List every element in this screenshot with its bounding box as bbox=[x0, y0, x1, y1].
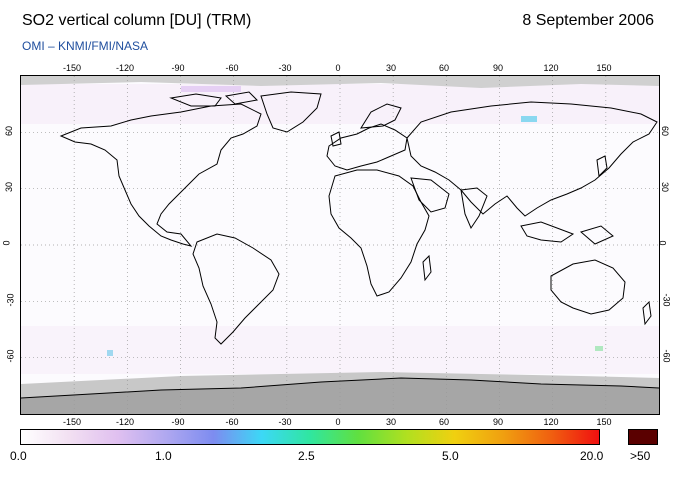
uk-outline bbox=[330, 131, 342, 147]
lat-tick-right: 60 bbox=[660, 125, 671, 137]
lon-tick-top: 120 bbox=[543, 63, 559, 73]
madagascar-outline bbox=[422, 254, 432, 282]
southeast-asia-islands-outline bbox=[520, 221, 614, 245]
lon-tick-top: -60 bbox=[225, 63, 239, 73]
so2-speck bbox=[107, 350, 113, 356]
lat-tick-left: -60 bbox=[5, 349, 16, 363]
lon-tick-bottom: 90 bbox=[492, 417, 504, 427]
lat-tick-right: 30 bbox=[660, 181, 671, 193]
map-title: SO2 vertical column [DU] (TRM) bbox=[22, 12, 252, 29]
lon-tick-top: 0 bbox=[335, 63, 341, 73]
lat-tick-right: -30 bbox=[661, 293, 672, 307]
lon-tick-bottom: -90 bbox=[171, 417, 185, 427]
lat-tick-left: -30 bbox=[5, 293, 16, 307]
lon-tick-top: -90 bbox=[171, 63, 185, 73]
lat-tick-left: 60 bbox=[4, 125, 15, 137]
lon-tick-top: 150 bbox=[596, 63, 612, 73]
so2-speck bbox=[521, 116, 537, 122]
world-map bbox=[20, 75, 660, 415]
new-zealand-outline bbox=[642, 300, 652, 326]
india-outline bbox=[460, 187, 488, 230]
europe-outline bbox=[326, 123, 408, 171]
coastlines bbox=[21, 91, 659, 399]
lon-tick-top: -150 bbox=[62, 63, 82, 73]
southern-ocean-haze bbox=[21, 326, 659, 374]
colorbar-overflow-label: >50 bbox=[630, 449, 651, 463]
lon-tick-bottom: -150 bbox=[62, 417, 82, 427]
lat-tick-right: -60 bbox=[661, 349, 672, 363]
asia-outline bbox=[406, 101, 658, 217]
colorbar bbox=[20, 429, 600, 445]
canadian-islands-outline bbox=[169, 91, 259, 107]
lon-tick-top: 60 bbox=[438, 63, 450, 73]
lon-tick-bottom: -120 bbox=[115, 417, 135, 427]
map-date: 8 September 2006 bbox=[522, 12, 654, 29]
lon-tick-bottom: 150 bbox=[596, 417, 612, 427]
lon-tick-bottom: 0 bbox=[335, 417, 341, 427]
lon-tick-bottom: 60 bbox=[438, 417, 450, 427]
colorbar-label: 2.5 bbox=[298, 449, 315, 463]
greenland-outline bbox=[260, 91, 322, 133]
colorbar-label: 0.0 bbox=[10, 449, 27, 463]
so2-speck bbox=[595, 346, 603, 351]
lon-tick-top: 30 bbox=[385, 63, 397, 73]
australia-outline bbox=[550, 259, 626, 315]
lon-tick-bottom: -60 bbox=[225, 417, 239, 427]
colorbar-label: 20.0 bbox=[580, 449, 604, 463]
lon-tick-bottom: 30 bbox=[385, 417, 397, 427]
south-america-outline bbox=[192, 233, 280, 345]
credit-line: OMI – KNMI/FMI/NASA bbox=[22, 39, 149, 53]
so2-speck bbox=[181, 86, 241, 92]
lat-tick-left: 30 bbox=[4, 181, 15, 193]
colorbar-label: 5.0 bbox=[442, 449, 459, 463]
colorbar-label: 1.0 bbox=[155, 449, 172, 463]
africa-outline bbox=[328, 169, 430, 297]
lon-tick-top: 90 bbox=[492, 63, 504, 73]
lon-tick-top: -120 bbox=[115, 63, 135, 73]
colorbar-overflow-swatch bbox=[628, 429, 658, 445]
scandinavia-outline bbox=[360, 103, 402, 129]
world-map-svg bbox=[21, 76, 659, 414]
graticule bbox=[21, 76, 659, 414]
japan-outline bbox=[596, 155, 608, 178]
lon-tick-bottom: 120 bbox=[543, 417, 559, 427]
lon-tick-bottom: -30 bbox=[278, 417, 292, 427]
arabia-outline bbox=[410, 177, 450, 213]
antarctica-coast bbox=[21, 377, 659, 399]
north-america-outline bbox=[59, 103, 262, 247]
lat-tick-left: 0 bbox=[1, 240, 12, 246]
lon-tick-top: -30 bbox=[278, 63, 292, 73]
